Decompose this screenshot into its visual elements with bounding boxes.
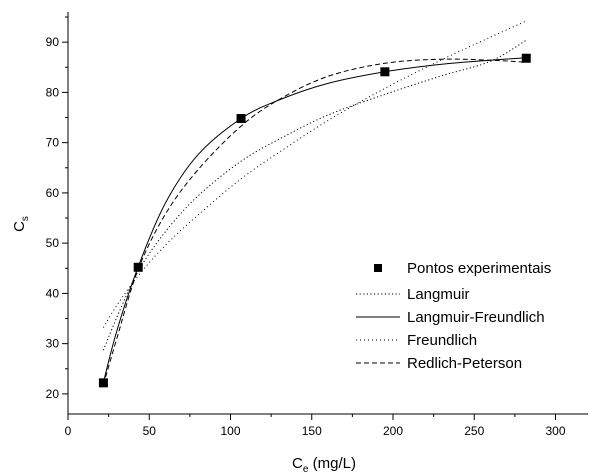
legend-label-langmuir-freundlich: Langmuir-Freundlich — [407, 309, 545, 326]
y-tick-label-60: 60 — [46, 186, 60, 200]
series-line-freundlich — [102, 20, 527, 328]
y-tick-label-20: 20 — [46, 387, 60, 401]
y-tick-label-90: 90 — [46, 35, 60, 49]
y-tick-label-50: 50 — [46, 236, 60, 250]
series-line-langmuir — [102, 39, 527, 351]
legend-label-points: Pontos experimentais — [407, 260, 551, 277]
fitted-curves — [102, 20, 527, 386]
x-tick-label-300: 300 — [545, 424, 565, 438]
x-tick-label-0: 0 — [65, 424, 72, 438]
x-tick-label-150: 150 — [302, 424, 322, 438]
series-line-langmuir-freundlich — [102, 57, 527, 383]
y-tick-label-40: 40 — [46, 286, 60, 300]
legend-item-points: Pontos experimentais — [374, 260, 551, 277]
y-tick-label-30: 30 — [46, 337, 60, 351]
x-ticks: 0 50 100 150 200 250 300 — [65, 414, 566, 438]
legend: Pontos experimentais Langmuir Langmuir-F… — [356, 260, 551, 372]
legend-item-langmuir-freundlich: Langmuir-Freundlich — [356, 309, 545, 326]
x-axis-title: Ce (mg/L) — [292, 455, 356, 475]
data-point-3 — [236, 114, 246, 124]
legend-label-freundlich: Freundlich — [407, 332, 477, 349]
data-point-4 — [380, 67, 390, 77]
x-tick-label-50: 50 — [143, 424, 157, 438]
legend-item-langmuir: Langmuir — [356, 286, 470, 303]
legend-label-redlich-peterson: Redlich-Peterson — [407, 355, 522, 372]
x-tick-label-250: 250 — [464, 424, 484, 438]
data-point-2 — [133, 262, 143, 272]
experimental-points — [98, 53, 531, 388]
y-ticks: 20 30 40 50 60 70 80 90 — [46, 16, 68, 401]
y-tick-label-70: 70 — [46, 136, 60, 150]
data-point-1 — [98, 378, 108, 388]
series-line-redlich-peterson — [102, 58, 527, 386]
data-point-5 — [521, 53, 531, 63]
axes — [67, 12, 588, 415]
x-tick-label-200: 200 — [383, 424, 403, 438]
legend-label-langmuir: Langmuir — [407, 286, 470, 303]
x-tick-label-100: 100 — [220, 424, 240, 438]
legend-square-marker — [374, 264, 382, 272]
legend-item-freundlich: Freundlich — [356, 332, 477, 349]
y-tick-label-80: 80 — [46, 85, 60, 99]
y-axis-title: Cs — [11, 216, 31, 232]
legend-item-redlich-peterson: Redlich-Peterson — [356, 355, 522, 372]
